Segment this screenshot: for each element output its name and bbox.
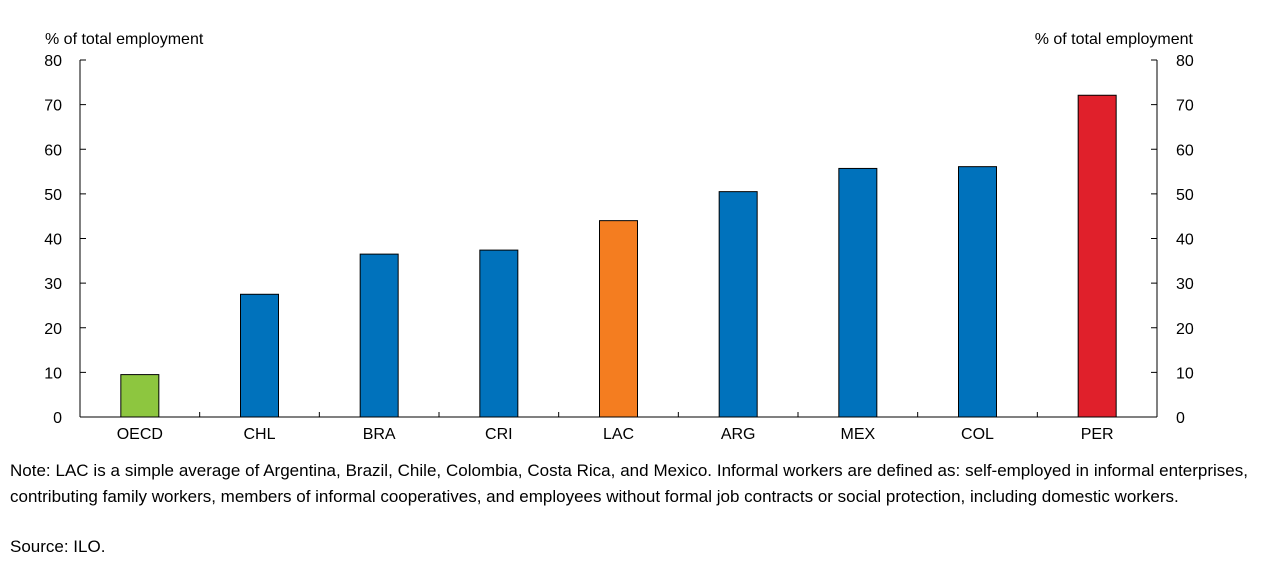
right-axis-unit-label: % of total employment	[1035, 31, 1194, 48]
chart-source: Source: ILO.	[10, 537, 106, 556]
right-y-tick-label: 30	[1176, 276, 1194, 293]
right-y-tick-label: 0	[1176, 410, 1185, 427]
bar-per	[1077, 94, 1117, 418]
category-label-per: PER	[1081, 426, 1114, 443]
bar-col	[958, 166, 997, 418]
bar-mex	[838, 167, 878, 418]
bar-lac	[599, 220, 638, 418]
right-y-tick-label: 80	[1176, 53, 1194, 70]
right-y-tick-label: 10	[1176, 365, 1194, 382]
left-y-tick-label: 70	[44, 98, 62, 115]
bar-cri	[479, 249, 519, 418]
category-label-mex: MEX	[840, 426, 875, 443]
left-y-tick-label: 10	[44, 365, 62, 382]
bar-oecd	[120, 374, 160, 418]
category-label-oecd: OECD	[117, 426, 163, 443]
left-axis-unit-label: % of total employment	[45, 31, 204, 48]
category-label-arg: ARG	[721, 426, 756, 443]
chart-note: Note: LAC is a simple average of Argenti…	[10, 461, 1248, 506]
left-y-tick-label: 40	[44, 232, 62, 249]
category-label-lac: LAC	[603, 426, 634, 443]
category-label-chl: CHL	[243, 426, 275, 443]
left-y-tick-label: 50	[44, 187, 62, 204]
left-y-tick-label: 60	[44, 142, 62, 159]
left-y-tick-label: 30	[44, 276, 62, 293]
category-label-bra: BRA	[363, 426, 396, 443]
left-y-tick-label: 80	[44, 53, 62, 70]
right-y-tick-label: 50	[1176, 187, 1194, 204]
left-y-tick-label: 0	[53, 410, 62, 427]
bars	[120, 94, 1117, 418]
bar-chl	[240, 293, 279, 418]
right-y-tick-label: 20	[1176, 321, 1194, 338]
left-y-tick-label: 20	[44, 321, 62, 338]
right-y-tick-label: 70	[1176, 98, 1194, 115]
bar-bra	[359, 253, 399, 418]
category-label-col: COL	[961, 426, 994, 443]
category-labels: OECD CHL BRA CRI LAC ARG MEX COL PER	[117, 426, 1114, 443]
bar-chart: % of total employment % of total employm…	[44, 31, 1194, 443]
bar-arg	[718, 191, 758, 418]
right-y-tick-label: 60	[1176, 142, 1194, 159]
category-label-cri: CRI	[485, 426, 513, 443]
right-y-tick-label: 40	[1176, 232, 1194, 249]
